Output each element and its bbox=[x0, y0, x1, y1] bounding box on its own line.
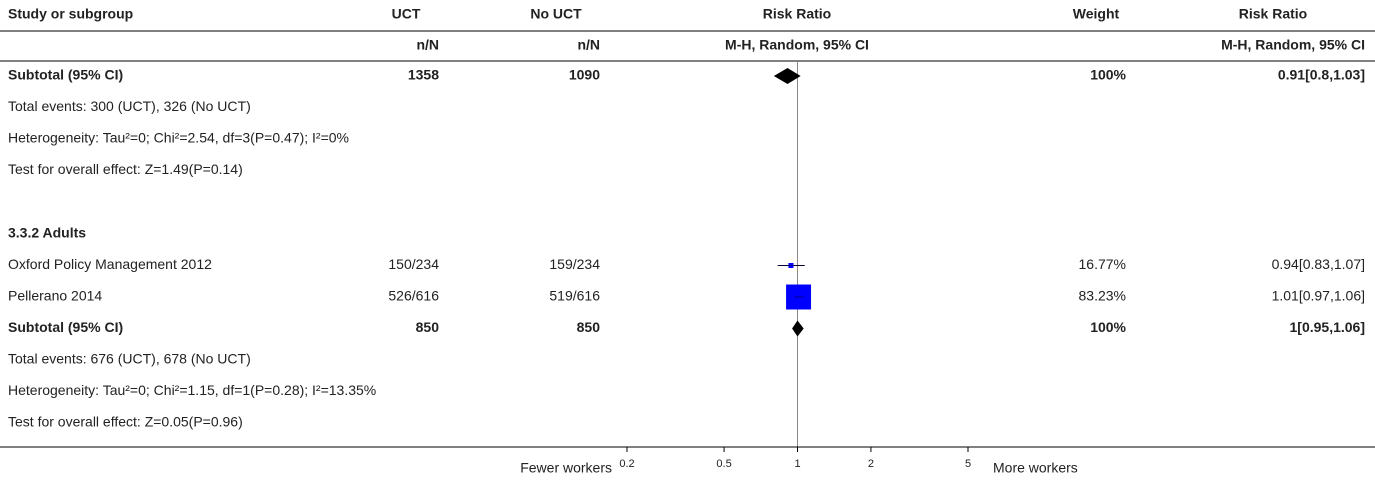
row-label: Pellerano 2014 bbox=[8, 288, 102, 304]
nouct-cell: 1090 bbox=[569, 67, 600, 83]
x-tick-label: 0.5 bbox=[716, 458, 731, 470]
row-label: Heterogeneity: Tau²=0; Chi²=1.15, df=1(P… bbox=[8, 382, 376, 398]
uct-cell: 526/616 bbox=[388, 288, 439, 304]
col-header: Risk Ratio bbox=[763, 6, 831, 22]
row-label: 3.3.2 Adults bbox=[8, 225, 86, 241]
col-header: Risk Ratio bbox=[1239, 6, 1307, 22]
col-header: UCT bbox=[392, 6, 421, 22]
uct-cell: 150/234 bbox=[388, 256, 439, 272]
col-subheader: n/N bbox=[416, 37, 439, 53]
row-label: Test for overall effect: Z=1.49(P=0.14) bbox=[8, 161, 243, 177]
nouct-cell: 519/616 bbox=[549, 288, 600, 304]
row-label: Total events: 300 (UCT), 326 (No UCT) bbox=[8, 98, 251, 114]
row-label: Test for overall effect: Z=0.05(P=0.96) bbox=[8, 414, 243, 430]
weight-cell: 16.77% bbox=[1079, 256, 1126, 272]
uct-cell: 1358 bbox=[408, 67, 439, 83]
row-label: Heterogeneity: Tau²=0; Chi²=2.54, df=3(P… bbox=[8, 130, 349, 146]
x-tick-label: 2 bbox=[868, 458, 874, 470]
weight-cell: 83.23% bbox=[1079, 288, 1126, 304]
nouct-cell: 850 bbox=[577, 319, 601, 335]
col-header: No UCT bbox=[530, 6, 582, 22]
x-tick-label: 5 bbox=[965, 458, 971, 470]
col-header: Weight bbox=[1073, 6, 1120, 22]
nouct-cell: 159/234 bbox=[549, 256, 600, 272]
pooled-diamond bbox=[792, 320, 804, 337]
rr-cell: 0.94[0.83,1.07] bbox=[1272, 256, 1365, 272]
x-tick-label: 0.2 bbox=[619, 458, 634, 470]
x-tick-label: 1 bbox=[794, 458, 800, 470]
pooled-diamond bbox=[773, 68, 801, 84]
row-label: Oxford Policy Management 2012 bbox=[8, 256, 212, 272]
col-subheader: M-H, Random, 95% CI bbox=[1221, 37, 1365, 53]
rr-cell: 1.01[0.97,1.06] bbox=[1272, 288, 1365, 304]
col-subheader: n/N bbox=[577, 37, 600, 53]
x-label-left: Fewer workers bbox=[520, 460, 612, 476]
x-label-right: More workers bbox=[993, 460, 1078, 476]
rr-cell: 0.91[0.8,1.03] bbox=[1278, 67, 1365, 83]
col-subheader: M-H, Random, 95% CI bbox=[725, 37, 869, 53]
col-header: Study or subgroup bbox=[8, 6, 133, 22]
row-label: Subtotal (95% CI) bbox=[8, 67, 123, 83]
row-label: Subtotal (95% CI) bbox=[8, 319, 123, 335]
uct-cell: 850 bbox=[416, 319, 440, 335]
weight-cell: 100% bbox=[1090, 67, 1126, 83]
row-label: Total events: 676 (UCT), 678 (No UCT) bbox=[8, 351, 251, 367]
rr-cell: 1[0.95,1.06] bbox=[1290, 319, 1366, 335]
weight-cell: 100% bbox=[1090, 319, 1126, 335]
